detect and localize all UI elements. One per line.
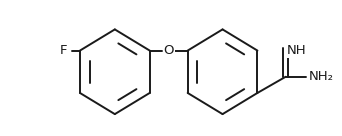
Text: NH₂: NH₂ <box>309 70 334 83</box>
Text: NH: NH <box>287 44 307 57</box>
Text: F: F <box>60 44 67 57</box>
Text: O: O <box>163 44 174 57</box>
